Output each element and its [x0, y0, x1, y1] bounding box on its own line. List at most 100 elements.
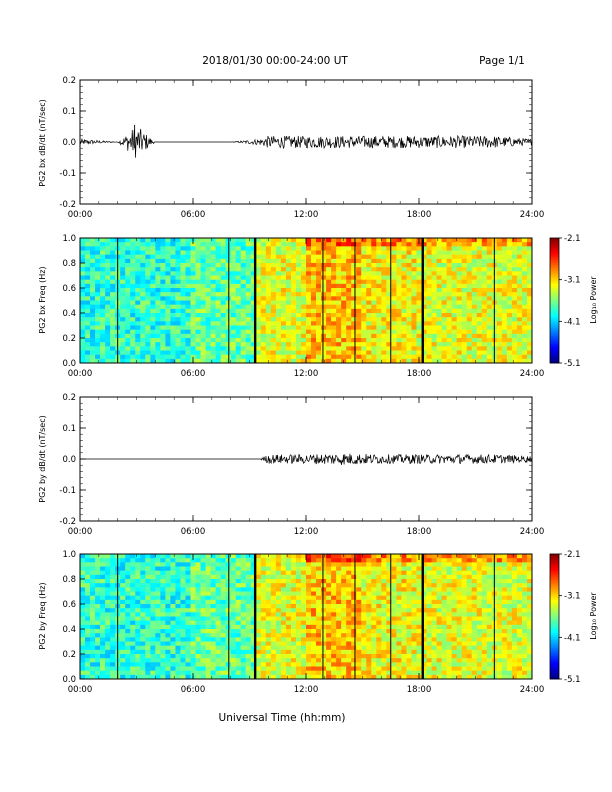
- spectrogram-cell: [316, 612, 322, 617]
- spectrogram-cell: [321, 271, 327, 276]
- spectrogram-cell: [391, 641, 397, 647]
- spectrogram-cell: [481, 358, 488, 364]
- spectrogram-cell: [215, 263, 222, 268]
- spectrogram-cell: [185, 670, 191, 676]
- spectrogram-cell: [110, 579, 116, 584]
- spectrogram-cell: [280, 238, 287, 243]
- spectrogram-cell: [386, 254, 392, 260]
- spectrogram-cell: [411, 333, 417, 339]
- spectrogram-cell: [260, 574, 267, 580]
- spectrogram-cell: [260, 263, 267, 268]
- spectrogram-cell: [451, 246, 458, 251]
- spectrogram-cell: [175, 616, 181, 622]
- spectrogram-cell: [381, 246, 387, 251]
- spectrogram-cell: [381, 620, 387, 626]
- spectrogram-cell: [436, 263, 442, 268]
- spectrogram-cell: [290, 258, 297, 264]
- spectrogram-cell: [466, 304, 473, 310]
- spectrogram-cell: [321, 304, 327, 310]
- spectrogram-cell: [185, 296, 191, 301]
- spectrogram-cell: [130, 566, 136, 572]
- spectrogram-cell: [160, 296, 166, 301]
- spectrogram-cell: [130, 254, 136, 260]
- spectrogram-cell: [255, 604, 262, 609]
- spectrogram-cell: [451, 342, 458, 347]
- spectrogram-cell: [336, 354, 342, 360]
- spectrogram-cell: [466, 250, 473, 256]
- spectrogram-cell: [105, 308, 111, 314]
- spectrogram-cell: [210, 267, 216, 272]
- spectrogram-cell: [195, 258, 201, 264]
- spectrogram-cell: [456, 300, 463, 306]
- spectrogram-cell: [416, 350, 422, 356]
- spectrogram-cell: [135, 566, 141, 572]
- spectrogram-cell: [285, 258, 292, 264]
- spectrogram-cell: [125, 342, 131, 347]
- spectrogram-cell: [280, 313, 287, 318]
- spectrogram-cell: [195, 238, 201, 243]
- spectrogram-cell: [260, 599, 267, 605]
- spectrogram-cell: [160, 271, 166, 276]
- spectrogram-cell: [235, 558, 242, 563]
- spectrogram-cell: [396, 279, 402, 285]
- spectrogram-cell: [195, 670, 201, 676]
- spectrogram-cell: [361, 333, 367, 339]
- spectrogram-cell: [250, 562, 257, 567]
- spectrogram-cell: [100, 317, 106, 322]
- spectrogram-cell: [496, 267, 503, 272]
- y-tick-label: 1.0: [62, 234, 76, 244]
- spectrogram-cell: [275, 350, 282, 356]
- spectrogram-cell: [290, 246, 297, 251]
- spectrogram-cell: [130, 583, 136, 588]
- spectrogram-cell: [295, 620, 302, 626]
- spectrogram-cell: [316, 258, 322, 264]
- spectrogram-cell: [240, 246, 247, 251]
- spectrogram-cell: [135, 620, 141, 626]
- spectrogram-cell: [481, 258, 488, 264]
- spectrogram-cell: [295, 246, 302, 251]
- spectrogram-cell: [255, 633, 262, 638]
- spectrogram-cell: [170, 279, 176, 285]
- spectrogram-cell: [290, 574, 297, 580]
- spectrogram-cell: [205, 649, 211, 655]
- spectrogram-cell: [85, 275, 91, 281]
- spectrogram-cell: [306, 612, 312, 617]
- spectrogram-cell: [371, 279, 377, 285]
- spectrogram-cell: [386, 595, 392, 601]
- spectrogram-cell: [466, 283, 473, 289]
- spectrogram-cell: [235, 254, 242, 260]
- spectrogram-cell: [130, 317, 136, 322]
- spectrogram-cell: [386, 658, 392, 663]
- spectrogram-cell: [336, 641, 342, 647]
- spectrogram-cell: [300, 342, 307, 347]
- spectrogram-cell: [160, 629, 166, 634]
- spectrogram-cell: [215, 666, 222, 672]
- spectrogram-cell: [155, 574, 161, 580]
- spectrogram-cell: [321, 300, 327, 306]
- spectrogram-cell: [105, 346, 111, 351]
- spectrogram-cell: [250, 267, 257, 272]
- spectrogram-cell: [361, 288, 367, 293]
- spectrogram-cell: [371, 317, 377, 322]
- spectrogram-cell: [321, 649, 327, 655]
- spectrogram-cell: [431, 333, 437, 339]
- spectrogram-cell: [346, 566, 352, 572]
- spectrogram-cell: [366, 604, 372, 609]
- spectrogram-cell: [220, 354, 227, 360]
- spectrogram-cell: [200, 271, 206, 276]
- spectrogram-cell: [230, 587, 237, 592]
- spectrogram-cell: [456, 296, 463, 301]
- spectrogram-cell: [230, 292, 237, 297]
- spectrogram-cell: [150, 637, 156, 642]
- spectrogram-cell: [245, 275, 252, 281]
- spectrogram-cell: [441, 292, 448, 297]
- spectrogram-cell: [361, 321, 367, 326]
- spectrogram-cell: [135, 587, 141, 592]
- spectrogram-cell: [376, 649, 382, 655]
- spectrogram-cell: [406, 554, 412, 559]
- spectrogram-cell: [195, 254, 201, 260]
- spectrogram-cell: [275, 242, 282, 247]
- spectrogram-cell: [230, 645, 237, 651]
- spectrogram-cell: [371, 329, 377, 335]
